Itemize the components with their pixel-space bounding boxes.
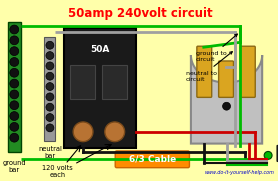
FancyBboxPatch shape bbox=[240, 46, 255, 97]
Text: 6/3 Cable: 6/3 Cable bbox=[129, 155, 176, 164]
Circle shape bbox=[223, 102, 230, 110]
FancyBboxPatch shape bbox=[70, 65, 95, 99]
Text: ground
bar: ground bar bbox=[3, 160, 26, 173]
Text: neutral
bar: neutral bar bbox=[38, 146, 62, 159]
Text: www.do-it-yourself-help.com: www.do-it-yourself-help.com bbox=[204, 170, 274, 175]
Circle shape bbox=[10, 90, 19, 99]
Circle shape bbox=[10, 25, 19, 34]
FancyBboxPatch shape bbox=[44, 37, 55, 141]
Circle shape bbox=[73, 122, 93, 142]
Circle shape bbox=[10, 112, 19, 121]
Circle shape bbox=[46, 41, 54, 49]
Circle shape bbox=[105, 122, 125, 142]
FancyBboxPatch shape bbox=[115, 151, 189, 168]
Circle shape bbox=[46, 103, 54, 111]
Text: neutral to
circuit: neutral to circuit bbox=[186, 52, 232, 82]
FancyBboxPatch shape bbox=[64, 28, 135, 148]
FancyBboxPatch shape bbox=[102, 65, 126, 99]
Circle shape bbox=[46, 72, 54, 80]
Text: 120 volts
each: 120 volts each bbox=[42, 165, 73, 178]
Circle shape bbox=[10, 47, 19, 56]
Circle shape bbox=[10, 122, 19, 131]
Circle shape bbox=[46, 62, 54, 70]
Polygon shape bbox=[277, 142, 278, 165]
Circle shape bbox=[264, 151, 272, 159]
Circle shape bbox=[10, 58, 19, 66]
Text: 50A: 50A bbox=[90, 45, 110, 54]
Circle shape bbox=[10, 79, 19, 88]
Text: ground to
circuit: ground to circuit bbox=[196, 34, 237, 62]
Circle shape bbox=[10, 68, 19, 77]
Circle shape bbox=[10, 36, 19, 45]
FancyBboxPatch shape bbox=[219, 61, 234, 97]
Circle shape bbox=[46, 52, 54, 60]
FancyBboxPatch shape bbox=[197, 46, 212, 97]
Circle shape bbox=[10, 101, 19, 110]
Circle shape bbox=[10, 133, 19, 142]
Circle shape bbox=[46, 124, 54, 132]
Circle shape bbox=[46, 83, 54, 90]
FancyBboxPatch shape bbox=[8, 22, 21, 152]
Polygon shape bbox=[191, 55, 262, 144]
Circle shape bbox=[46, 114, 54, 121]
Circle shape bbox=[46, 93, 54, 101]
Text: 50amp 240volt circuit: 50amp 240volt circuit bbox=[68, 7, 213, 20]
